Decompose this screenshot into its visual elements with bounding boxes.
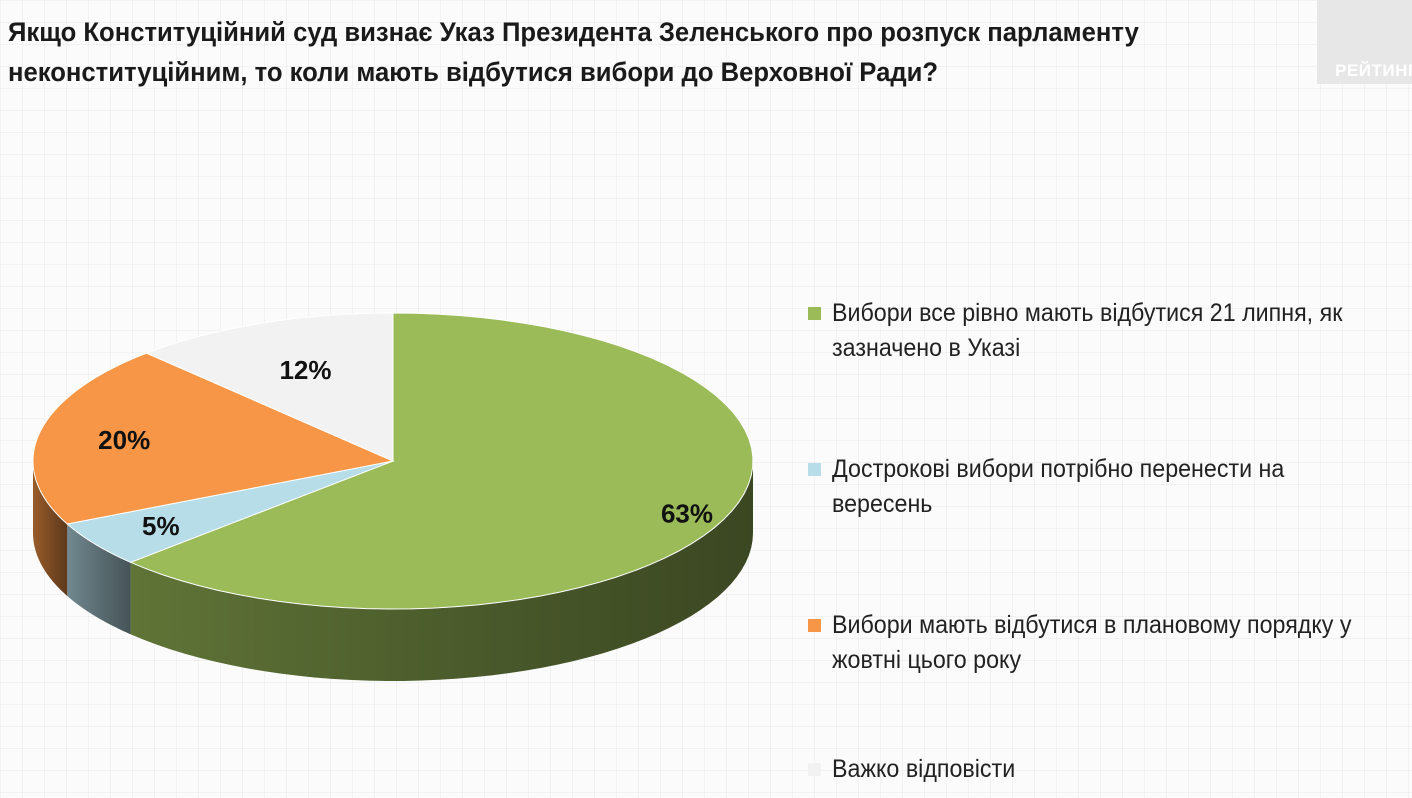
- chart-title: Якщо Конституційний суд визнає Указ През…: [8, 17, 1139, 87]
- pie-label-2: 20%: [98, 425, 150, 455]
- legend-label-0: Вибори все рівно мають відбутися 21 липн…: [832, 299, 1343, 362]
- pie-slice-0: [129, 312, 754, 610]
- pie-label-1: 5%: [142, 511, 180, 541]
- legend-swatch-1: [808, 463, 821, 476]
- rating-logo: РЕЙТИНГ: [1317, 0, 1412, 84]
- logo-text: РЕЙТИНГ: [1335, 61, 1412, 80]
- legend-swatch-3: [808, 763, 821, 776]
- pie-side-0: [130, 461, 753, 681]
- pie-chart: 63% 5% 20% 12%: [32, 312, 754, 681]
- pie-label-0: 63%: [661, 498, 713, 528]
- legend-label-3: Важко відповісти: [832, 755, 1016, 783]
- legend-swatch-0: [808, 307, 821, 320]
- pie-slice-1: [66, 460, 394, 563]
- legend-label-2: Вибори мають відбутися в плановому поряд…: [832, 611, 1352, 674]
- legend-swatch-2: [808, 619, 821, 632]
- pie-label-3: 12%: [279, 355, 331, 385]
- pie-side-2: [33, 461, 68, 597]
- legend-label-1: Дострокові вибори потрібно перенести на …: [832, 455, 1285, 518]
- pie-side-1: [67, 524, 131, 635]
- pie-slice-2: [32, 352, 395, 525]
- pie-slice-3: [145, 312, 394, 462]
